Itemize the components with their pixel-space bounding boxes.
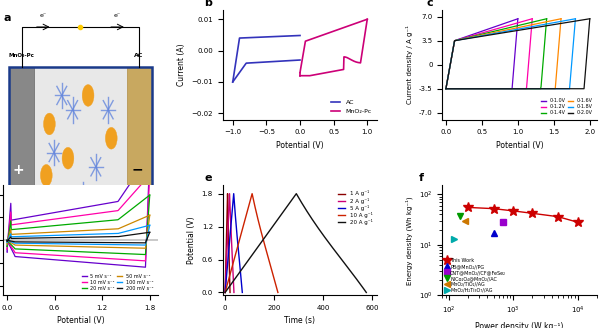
Text: a: a (3, 13, 11, 23)
This Work (554, 215, 562, 219)
Text: c: c (427, 0, 433, 8)
Circle shape (44, 113, 55, 135)
Text: e⁻: e⁻ (40, 13, 47, 18)
Legend: 5 mV s⁻¹, 10 mV s⁻¹, 20 mV s⁻¹, 50 mV s⁻¹, 100 mV s⁻¹, 200 mV s⁻¹: 5 mV s⁻¹, 10 mV s⁻¹, 20 mV s⁻¹, 50 mV s⁻… (80, 272, 155, 293)
X-axis label: Potential (V): Potential (V) (56, 317, 104, 325)
Text: +: + (13, 163, 24, 177)
Y-axis label: Current density / A g⁻¹: Current density / A g⁻¹ (406, 25, 413, 104)
Text: AC: AC (134, 53, 144, 58)
Text: b: b (204, 0, 212, 8)
This Work (574, 220, 581, 224)
This Work (529, 211, 536, 215)
Line: This Work: This Work (463, 203, 583, 227)
Polygon shape (9, 67, 34, 272)
Y-axis label: Current (A): Current (A) (177, 43, 186, 86)
Legend: 1 A g⁻¹, 2 A g⁻¹, 5 A g⁻¹, 10 A g⁻¹, 20 A g⁻¹: 1 A g⁻¹, 2 A g⁻¹, 5 A g⁻¹, 10 A g⁻¹, 20 … (336, 188, 374, 227)
X-axis label: Potential (V): Potential (V) (496, 141, 544, 150)
X-axis label: Power density (W kg⁻¹): Power density (W kg⁻¹) (475, 322, 564, 328)
This Work (464, 205, 472, 209)
Y-axis label: Energy density (Wh kg⁻¹): Energy density (Wh kg⁻¹) (406, 196, 413, 285)
Text: −: − (132, 163, 143, 177)
Legend: This Work, PB@MnO₂//PG, CNT@MnO₂//CF@FeSe₂, NiCo₂O₄@MnO₂//AC, MnO₂/TiO₂//AG, MnO: This Work, PB@MnO₂//PG, CNT@MnO₂//CF@FeS… (445, 258, 506, 293)
X-axis label: Potential (V): Potential (V) (276, 141, 324, 150)
Text: e: e (204, 173, 212, 183)
Text: MnO₂-Pc: MnO₂-Pc (8, 53, 35, 58)
Y-axis label: Potential (V): Potential (V) (187, 216, 196, 264)
Legend: 0-1.0V, 0-1.2V, 0-1.4V, 0-1.6V, 0-1.8V, 0-2.0V: 0-1.0V, 0-1.2V, 0-1.4V, 0-1.6V, 0-1.8V, … (539, 96, 595, 117)
Legend: AC, MnO₂-Pc: AC, MnO₂-Pc (329, 98, 374, 116)
Text: e⁻: e⁻ (114, 13, 121, 18)
Circle shape (62, 147, 74, 169)
Text: f: f (419, 173, 424, 183)
Circle shape (106, 127, 117, 149)
Circle shape (40, 165, 52, 186)
This Work (490, 207, 497, 211)
Circle shape (87, 241, 98, 263)
Polygon shape (127, 67, 151, 272)
This Work (509, 209, 517, 213)
Circle shape (51, 213, 63, 235)
Circle shape (82, 85, 94, 106)
FancyBboxPatch shape (34, 67, 127, 272)
Circle shape (98, 199, 109, 220)
X-axis label: Time (s): Time (s) (284, 317, 316, 325)
Text: Na₂SO₄: Na₂SO₄ (69, 284, 92, 289)
